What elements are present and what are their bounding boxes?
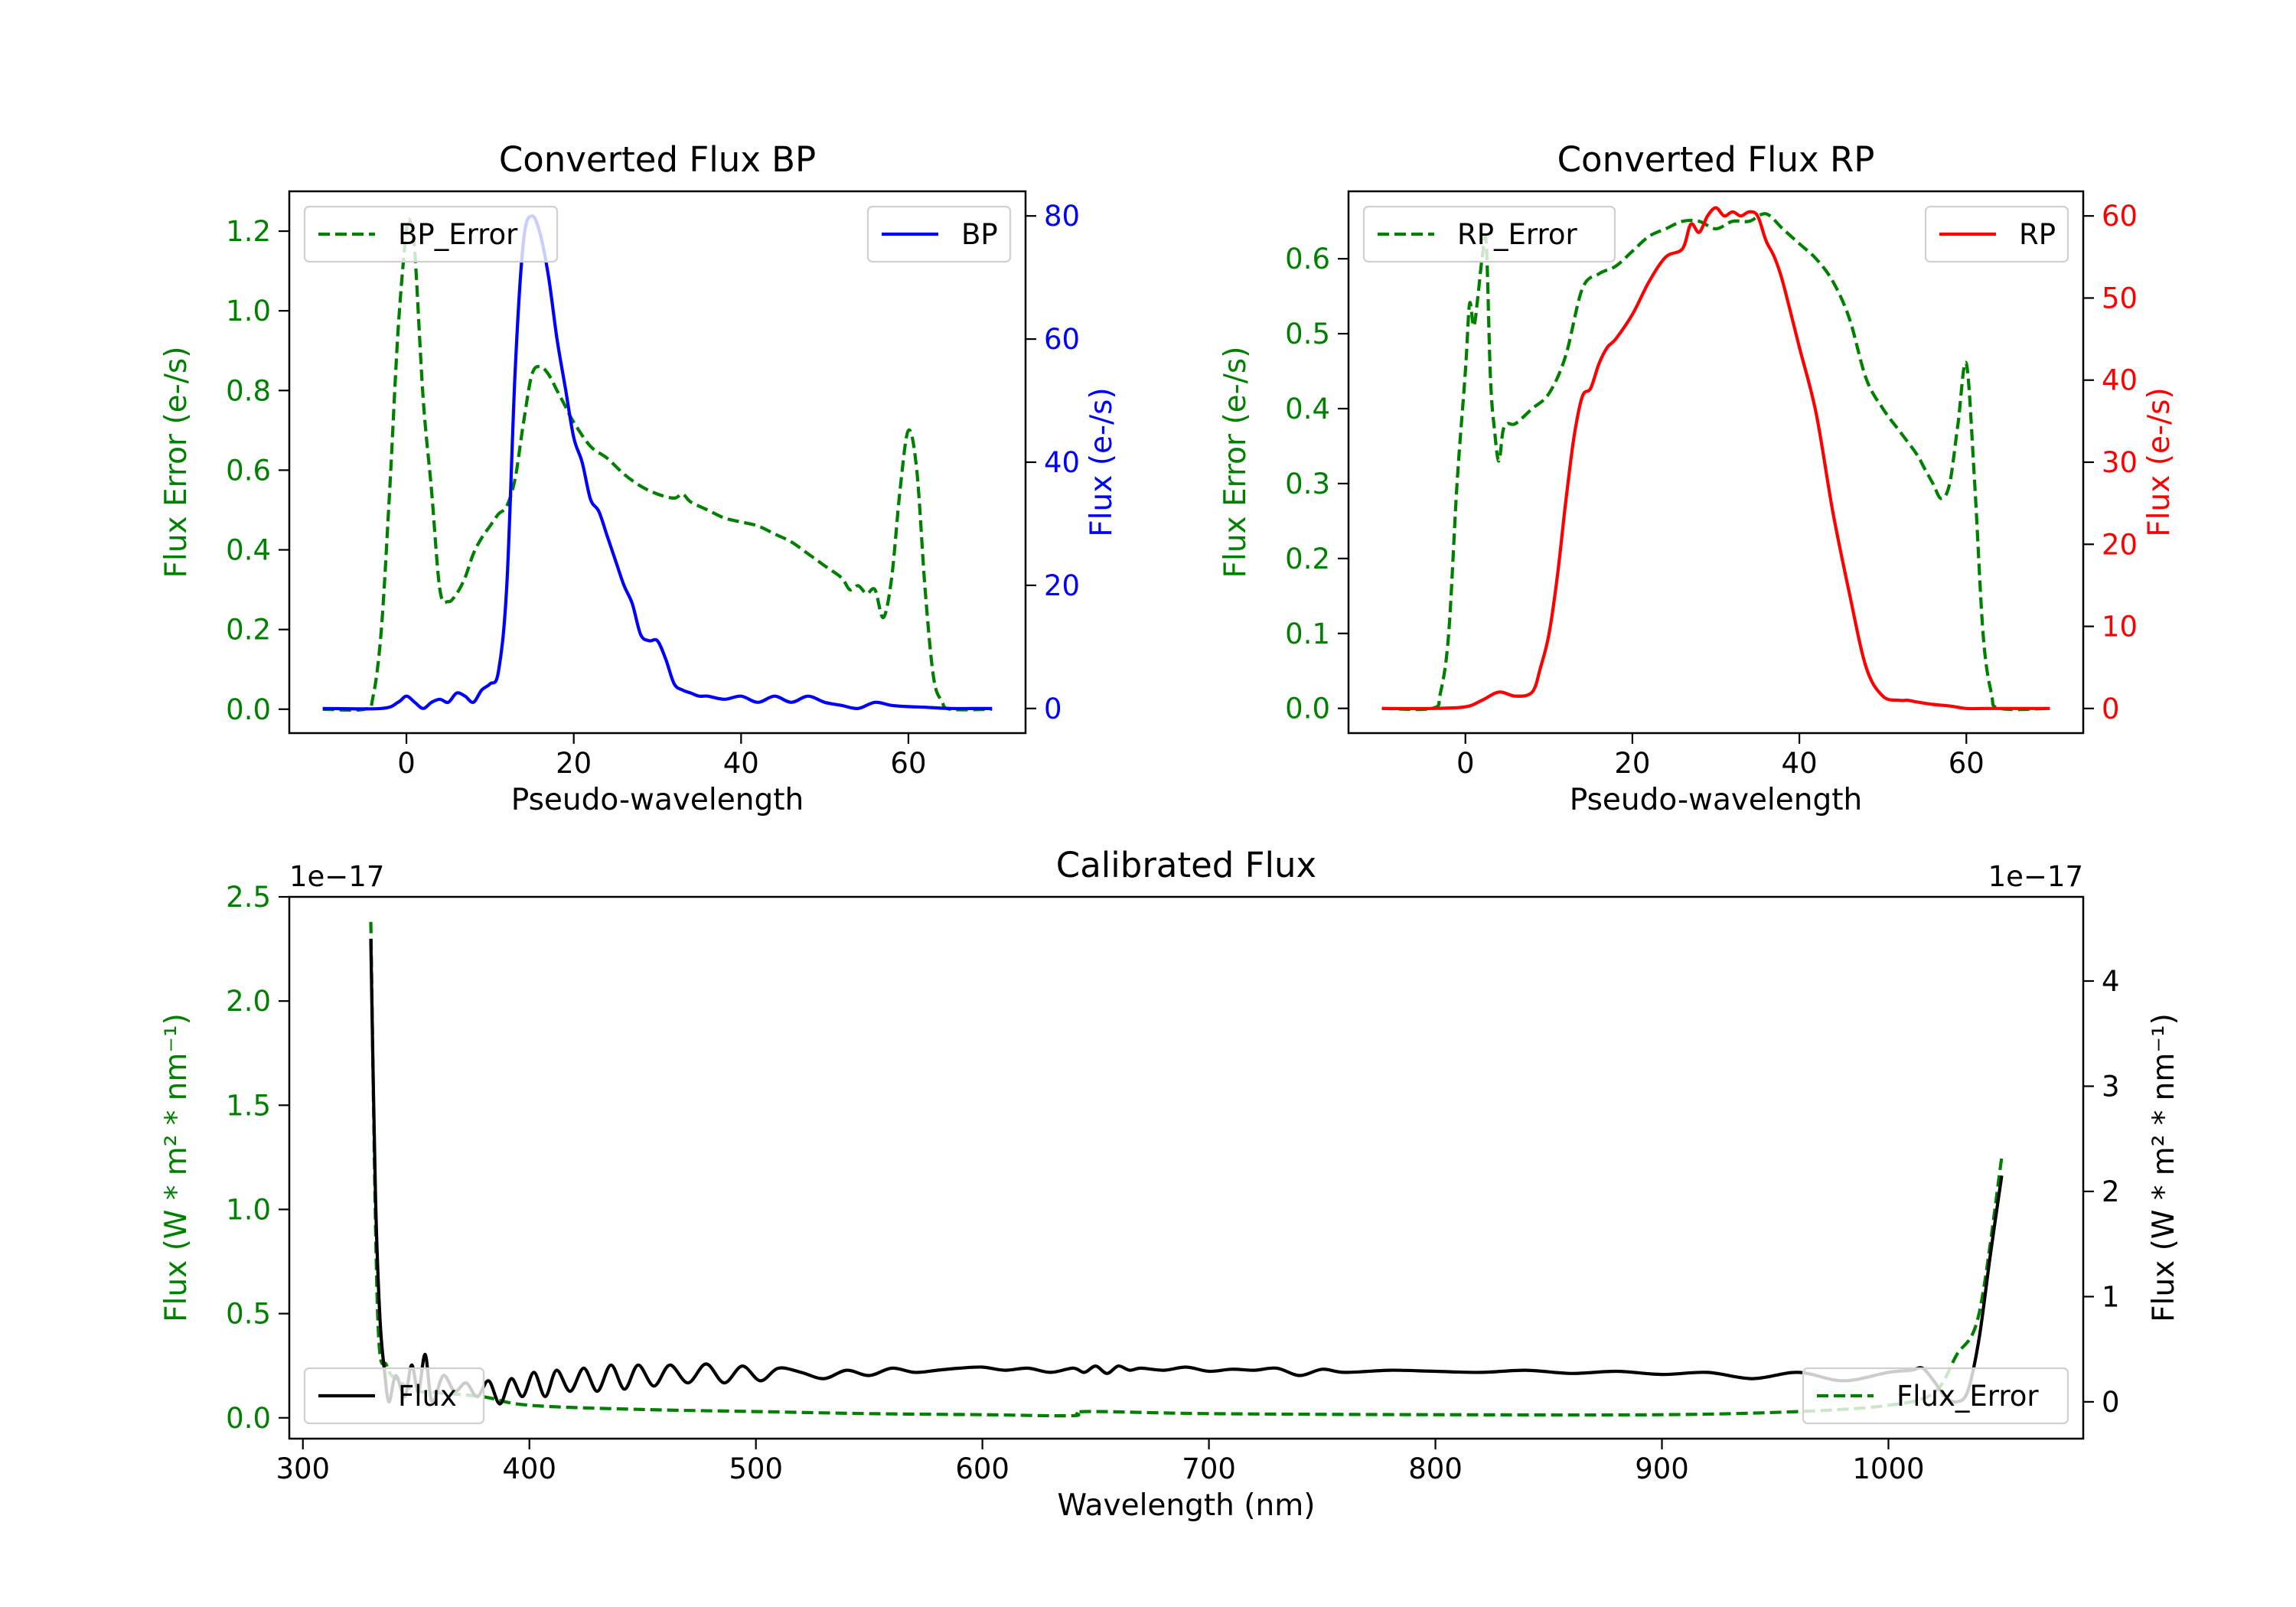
right-y-tick-label: 3	[2102, 1070, 2120, 1103]
right-y-tick-label: 20	[2102, 528, 2138, 561]
left-y-tick-label: 0.0	[226, 1402, 271, 1435]
legend-frame	[303, 205, 559, 263]
axes-frame-cal	[288, 895, 2085, 1440]
right-y-axis-label: Flux (e-/s)	[2142, 387, 2177, 536]
right-y-tick-label: 20	[1044, 569, 1080, 602]
series-line-bp	[322, 214, 993, 711]
series-group-rp	[1381, 206, 2050, 712]
legend-frame	[1924, 205, 2069, 263]
right-y-tick-label: 60	[2102, 200, 2138, 233]
left-y-tick-label: 0.1	[1285, 618, 1330, 650]
legend-bp: BP	[866, 205, 1012, 263]
right-y-axis-label: Flux (e-/s)	[1084, 387, 1119, 536]
x-tick-label: 0	[397, 747, 416, 780]
left-y-tick-label: 0.5	[226, 1298, 271, 1331]
x-tick-label: 20	[556, 747, 592, 780]
right-y-tick-label: 2	[2102, 1175, 2120, 1208]
right-y-tick-label: 30	[2102, 446, 2138, 479]
x-tick-label: 500	[729, 1452, 783, 1485]
right-y-tick-label: 80	[1044, 200, 1080, 233]
x-tick-label: 60	[890, 747, 926, 780]
x-tick-label: 800	[1408, 1452, 1463, 1485]
chart-title: Converted Flux RP	[1557, 139, 1875, 180]
legend-label: Flux	[398, 1380, 457, 1413]
left-y-tick-label: 2.0	[226, 985, 271, 1018]
legend-frame	[866, 205, 1012, 263]
left-y-tick-label: 1.0	[226, 295, 271, 328]
right-y-tick-label: 0	[2102, 693, 2120, 725]
left-y-axis-label: Flux Error (e-/s)	[159, 347, 194, 579]
legend-rp-error: RP_Error	[1362, 205, 1616, 263]
right-y-tick-label: 4	[2102, 965, 2120, 998]
left-y-tick-label: 0.4	[226, 534, 271, 567]
left-y-tick-label: 1.0	[226, 1193, 271, 1226]
left-offset-label: 1e−17	[289, 860, 384, 893]
legend-label: RP	[2019, 218, 2056, 251]
legend-flux: Flux	[303, 1367, 485, 1425]
legend-frame	[1802, 1367, 2069, 1425]
legend-label: Flux_Error	[1896, 1380, 2039, 1413]
right-offset-label: 1e−17	[1988, 860, 2083, 893]
left-y-tick-label: 1.2	[226, 215, 271, 248]
right-y-tick-label: 60	[1044, 323, 1080, 356]
x-tick-label: 400	[502, 1452, 556, 1485]
chart-rp: 0 20 40 60 0.0 0.1 0.2 0.3 0.4 0.5 0.6 0 10 20 30 40 50 6…	[1218, 139, 2177, 817]
legend-label: BP_Error	[398, 218, 518, 251]
chart-bp: 0 20 40 60 0.0 0.2 0.4 0.6 0.8 1.0 1.2 0 20 40 60 80 Con…	[159, 139, 1119, 817]
left-y-tick-label: 1.5	[226, 1089, 271, 1122]
x-tick-label: 300	[276, 1452, 330, 1485]
legend-label: BP	[961, 218, 998, 251]
left-y-tick-label: 0.0	[226, 693, 271, 726]
chart-title: Converted Flux BP	[499, 139, 816, 180]
legend-flux-error: Flux_Error	[1802, 1367, 2069, 1425]
left-y-tick-label: 0.2	[226, 614, 271, 647]
x-axis-label: Pseudo-wavelength	[1570, 783, 1862, 817]
chart-title: Calibrated Flux	[1056, 845, 1316, 885]
legend-frame	[1362, 205, 1616, 263]
legend-bp-error: BP_Error	[303, 205, 559, 263]
left-y-tick-label: 0.0	[1285, 693, 1330, 725]
left-y-tick-label: 2.5	[226, 881, 271, 914]
chart-cal: 300 400 500 600 700 800 900 1000 0.0 0.5 1.0 1.5 2.0…	[159, 845, 2181, 1523]
legend-rp: RP	[1924, 205, 2069, 263]
x-tick-label: 900	[1635, 1452, 1689, 1485]
legend-label: RP_Error	[1457, 218, 1577, 251]
right-y-tick-label: 10	[2102, 611, 2138, 644]
series-line-rp	[1381, 206, 2050, 711]
x-tick-label: 1000	[1852, 1452, 1924, 1485]
x-tick-label: 40	[1782, 747, 1818, 780]
right-y-tick-label: 0	[1044, 693, 1062, 725]
right-y-tick-label: 0	[2102, 1386, 2120, 1419]
right-y-tick-label: 50	[2102, 282, 2138, 315]
left-y-tick-label: 0.3	[1285, 468, 1330, 500]
right-y-tick-label: 1	[2102, 1280, 2120, 1313]
x-tick-label: 700	[1182, 1452, 1236, 1485]
left-y-tick-label: 0.5	[1285, 318, 1330, 350]
right-y-axis-label: Flux (W * m² * nm⁻¹)	[2147, 1013, 2181, 1322]
right-y-tick-label: 40	[2102, 364, 2138, 397]
right-y-tick-label: 40	[1044, 446, 1080, 479]
legend-frame	[303, 1367, 485, 1425]
left-y-tick-label: 0.4	[1285, 393, 1330, 425]
left-y-tick-label: 0.6	[226, 454, 271, 487]
left-y-axis-label: Flux Error (e-/s)	[1218, 347, 1253, 579]
x-tick-label: 60	[1949, 747, 1985, 780]
x-tick-label: 600	[955, 1452, 1009, 1485]
series-line-rp-error	[1381, 212, 2050, 712]
left-y-tick-label: 0.6	[1285, 243, 1330, 275]
left-y-axis-label: Flux (W * m² * nm⁻¹)	[159, 1013, 194, 1322]
series-line-bp-error	[322, 217, 993, 712]
x-tick-label: 20	[1614, 747, 1650, 780]
x-axis-label: Pseudo-wavelength	[511, 783, 804, 817]
series-group-bp	[322, 214, 993, 712]
x-tick-label: 40	[723, 747, 759, 780]
left-y-tick-label: 0.2	[1285, 543, 1330, 575]
x-tick-label: 0	[1456, 747, 1475, 780]
x-axis-label: Wavelength (nm)	[1058, 1488, 1316, 1523]
left-y-tick-label: 0.8	[226, 374, 271, 407]
